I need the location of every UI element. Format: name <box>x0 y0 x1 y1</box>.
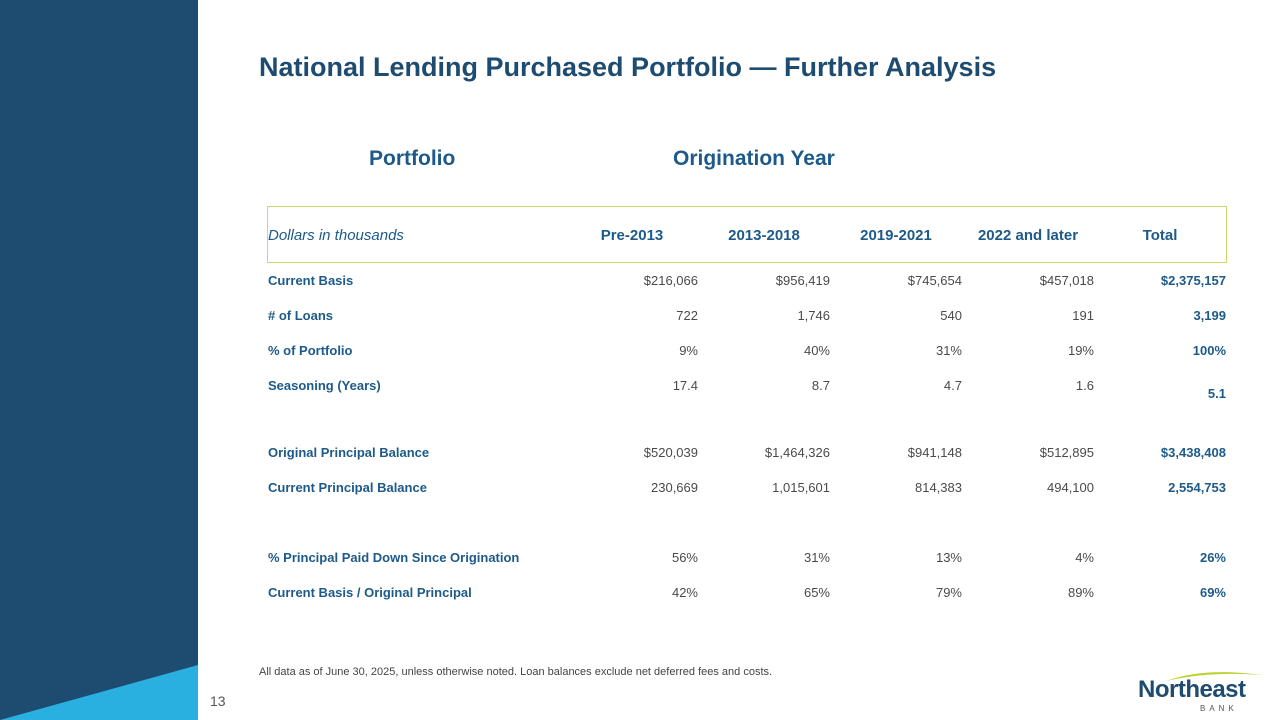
cell-2013-2018: 65% <box>803 585 830 600</box>
cell-total: $3,438,408 <box>1160 445 1226 460</box>
row-label: Current Basis <box>268 273 354 288</box>
row-label: Current Basis / Original Principal <box>268 585 472 600</box>
cell-pre-2013: 230,669 <box>651 480 698 495</box>
group-header-portfolio: Portfolio <box>369 147 456 170</box>
column-header-2019-2021: 2019-2021 <box>860 227 932 244</box>
cell-2022-and-later: 89% <box>1067 585 1094 600</box>
cell-2019-2021: 814,383 <box>915 480 962 495</box>
cell-2013-2018: 1,015,601 <box>772 480 830 495</box>
table-row-basis-to-original-principal: Current Basis / Original Principal 42% 6… <box>268 585 1227 605</box>
cell-pre-2013: 42% <box>671 585 698 600</box>
cell-pre-2013: $216,066 <box>643 273 698 288</box>
group-header-origination-year: Origination Year <box>673 147 835 170</box>
cell-2013-2018: 40% <box>803 343 830 358</box>
column-header-pre-2013: Pre-2013 <box>600 227 664 244</box>
slide-title: National Lending Purchased Portfolio — F… <box>259 52 997 82</box>
cell-2022-and-later: 4% <box>1075 550 1094 565</box>
cell-2019-2021: $941,148 <box>907 445 962 460</box>
cell-2019-2021: $745,654 <box>907 273 962 288</box>
footnote: All data as of June 30, 2025, unless oth… <box>259 666 773 678</box>
logo-name: Northeast <box>1138 676 1246 703</box>
cell-total: 2,554,753 <box>1168 480 1226 495</box>
cell-2022-and-later: 191 <box>1072 308 1094 323</box>
unit-label: Dollars in thousands <box>268 227 404 244</box>
logo-swoosh-icon <box>1166 672 1262 681</box>
cell-2013-2018: $956,419 <box>775 273 830 288</box>
cell-2019-2021: 31% <box>935 343 962 358</box>
cell-pre-2013: 9% <box>679 343 698 358</box>
cell-pre-2013: 722 <box>676 308 698 323</box>
row-label: % of Portfolio <box>268 343 353 358</box>
cell-2019-2021: 540 <box>940 308 962 323</box>
cell-2022-and-later: $512,895 <box>1039 445 1094 460</box>
row-label: Original Principal Balance <box>268 445 430 460</box>
column-header-2022-and-later: 2022 and later <box>977 227 1079 244</box>
table-row-current-principal-balance: Current Principal Balance 230,669 1,015,… <box>268 480 1227 500</box>
cell-2022-and-later: 1.6 <box>1075 378 1094 393</box>
cell-2013-2018: 8.7 <box>811 378 830 393</box>
table-row-principal-paid-down: % Principal Paid Down Since Origination … <box>268 550 1227 570</box>
cell-total: 69% <box>1199 585 1226 600</box>
northeast-bank-logo: Northeast BANK <box>1136 670 1266 716</box>
cell-2022-and-later: $457,018 <box>1039 273 1094 288</box>
cell-2019-2021: 4.7 <box>943 378 962 393</box>
sidebar-band <box>0 0 198 720</box>
cell-total: 5.1 <box>1207 386 1226 401</box>
table-row-seasoning-years: Seasoning (Years) 17.4 8.7 4.7 1.6 5.1 <box>268 378 1227 401</box>
cell-total: $2,375,157 <box>1160 273 1226 288</box>
row-label: Seasoning (Years) <box>268 378 381 393</box>
cell-pre-2013: 17.4 <box>672 378 698 393</box>
logo-subtitle: BANK <box>1200 704 1238 713</box>
cell-2022-and-later: 19% <box>1067 343 1094 358</box>
cell-pre-2013: 56% <box>671 550 698 565</box>
table-row-current-basis: Current Basis $216,066 $956,419 $745,654… <box>268 273 1227 293</box>
row-label: % Principal Paid Down Since Origination <box>268 550 520 565</box>
sidebar-accent-shape <box>0 665 198 720</box>
table-row-percent-of-portfolio: % of Portfolio 9% 40% 31% 19% 100% <box>268 343 1227 363</box>
table-row-number-of-loans: # of Loans 722 1,746 540 191 3,199 <box>268 308 1227 328</box>
cell-pre-2013: $520,039 <box>643 445 698 460</box>
row-label: # of Loans <box>268 308 334 323</box>
cell-2019-2021: 79% <box>935 585 962 600</box>
cell-2013-2018: 31% <box>803 550 830 565</box>
column-header-total: Total <box>1142 227 1178 244</box>
cell-2013-2018: 1,746 <box>797 308 830 323</box>
cell-2022-and-later: 494,100 <box>1047 480 1094 495</box>
table-row-original-principal-balance: Original Principal Balance $520,039 $1,4… <box>268 445 1227 465</box>
cell-2013-2018: $1,464,326 <box>764 445 830 460</box>
table-header-box <box>267 206 1227 263</box>
row-label: Current Principal Balance <box>268 480 427 495</box>
cell-2019-2021: 13% <box>935 550 962 565</box>
page-number: 13 <box>210 693 226 709</box>
column-header-2013-2018: 2013-2018 <box>728 227 800 244</box>
cell-total: 26% <box>1199 550 1226 565</box>
cell-total: 3,199 <box>1193 308 1226 323</box>
cell-total: 100% <box>1192 343 1226 358</box>
